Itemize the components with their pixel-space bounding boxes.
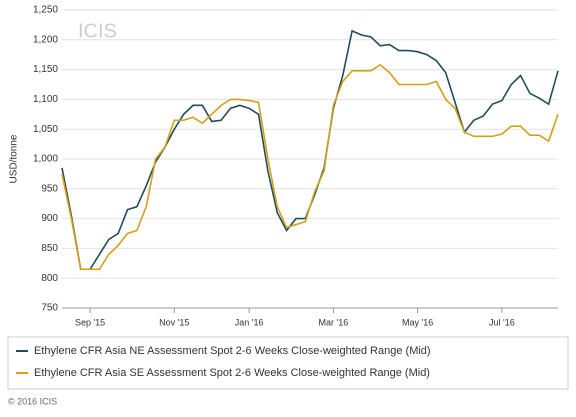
y-axis-label: USD/tonne	[9, 134, 20, 183]
x-tick-label: Mar '16	[319, 317, 349, 327]
y-tick-label: 950	[41, 183, 58, 194]
x-tick-label: Nov '15	[159, 317, 189, 327]
x-tick-label: Jan '16	[235, 317, 264, 327]
y-tick-label: 1,050	[33, 124, 58, 135]
logo: ICIS	[78, 20, 117, 42]
line-series	[61, 29, 559, 271]
footer: © 2016 ICIS	[8, 396, 57, 406]
y-tick-label: 1,200	[33, 34, 58, 45]
legend-label: Ethylene CFR Asia NE Assessment Spot 2-6…	[34, 345, 431, 357]
x-tick-label: Sep '15	[75, 317, 105, 327]
y-tick-label: 1,250	[33, 5, 58, 16]
y-tick-label: 850	[41, 243, 58, 254]
x-tick-label: May '16	[402, 317, 433, 327]
y-tick-label: 800	[41, 273, 58, 284]
y-tick-label: 1,000	[33, 154, 58, 165]
y-tick-label: 900	[41, 213, 58, 224]
x-tick-label: Jul '16	[489, 317, 515, 327]
y-tick-label: 1,100	[33, 94, 58, 105]
y-tick-label: 1,150	[33, 64, 58, 75]
y-tick-label: 750	[41, 303, 58, 314]
legend-box	[7, 336, 569, 390]
line-series	[61, 63, 559, 271]
legend-label: Ethylene CFR Asia SE Assessment Spot 2-6…	[34, 367, 430, 379]
